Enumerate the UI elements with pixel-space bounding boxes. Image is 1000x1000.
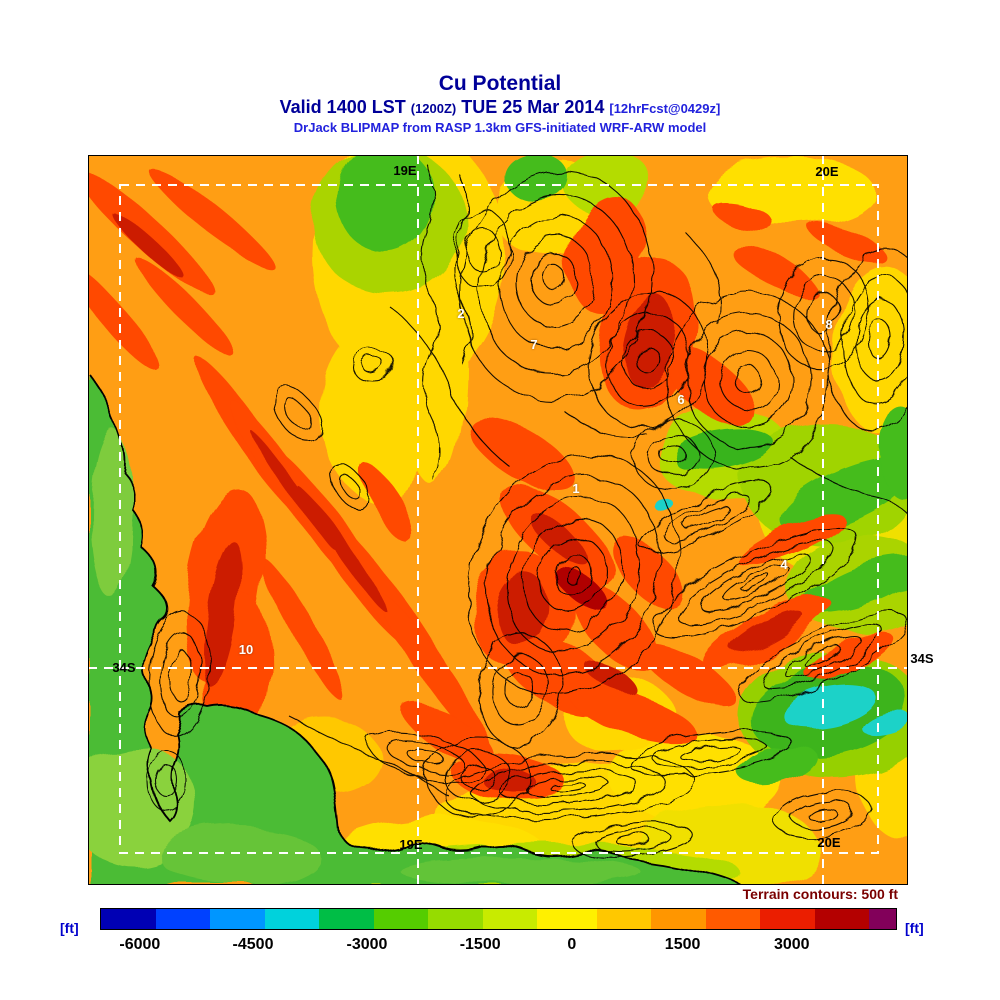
title-block: Cu Potential Valid 1400 LST (1200Z) TUE … [0, 72, 1000, 136]
graticule [88, 155, 908, 885]
colorbar-tick-label: 3000 [773, 936, 810, 953]
valid-zulu: (1200Z) [410, 101, 457, 116]
colorbar [100, 908, 897, 930]
colorbar-tick-label: 0 [567, 936, 577, 953]
forecast-tag: [12hrFcst@0429z] [609, 101, 721, 116]
colorbar-segment [596, 909, 652, 929]
colorbar-segment [760, 909, 815, 929]
valid-time: Valid 1400 LST [279, 97, 406, 117]
colorbar-segment [101, 909, 156, 929]
colorbar-segment [428, 909, 483, 929]
colorbar-segment [537, 909, 597, 929]
colorbar-segment [814, 909, 870, 929]
forecast-map [88, 155, 908, 885]
colorbar-unit-left: [ft] [60, 920, 79, 936]
colorbar-tick-label: -1500 [459, 936, 501, 953]
colorbar-ticks: -6000 -4500 -3000 -1500 0 1500 3000 [0, 936, 1000, 958]
graticule-label: 34S [910, 651, 934, 666]
colorbar-segment [869, 909, 896, 929]
colorbar-tick-label: 1500 [664, 936, 701, 953]
colorbar-unit-right: [ft] [905, 920, 924, 936]
map-border [88, 155, 908, 885]
terrain-field-svg [88, 155, 908, 885]
valid-time-line: Valid 1400 LST (1200Z) TUE 25 Mar 2014 [… [0, 96, 1000, 120]
colorbar-segment [651, 909, 706, 929]
page-title: Cu Potential [438, 72, 562, 95]
colorbar-segment [705, 909, 761, 929]
colorbar-segment [264, 909, 320, 929]
colorbar-segment [373, 909, 429, 929]
colorbar-segment [319, 909, 374, 929]
model-line: DrJack BLIPMAP from RASP 1.3km GFS-initi… [293, 120, 707, 135]
colorbar-segment [155, 909, 211, 929]
colorbar-tick-label: -3000 [346, 936, 388, 953]
colorbar-tick-label: -6000 [119, 936, 161, 953]
colorbar-tick-label: -4500 [232, 936, 274, 953]
valid-date: TUE 25 Mar 2014 [461, 97, 605, 117]
terrain-contour-note: Terrain contours: 500 ft [742, 886, 898, 902]
colorbar-segment [210, 909, 265, 929]
colorbar-segment [482, 909, 538, 929]
